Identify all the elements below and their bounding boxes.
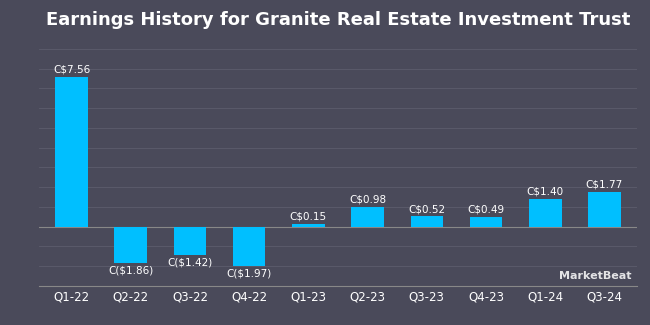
Text: C($1.97): C($1.97) — [227, 268, 272, 278]
Bar — [351, 207, 384, 227]
Bar — [411, 216, 443, 227]
Text: C$0.98: C$0.98 — [349, 195, 386, 205]
Text: C$0.15: C$0.15 — [290, 211, 327, 221]
Text: C$0.52: C$0.52 — [408, 204, 445, 214]
Text: C$7.56: C$7.56 — [53, 65, 90, 75]
Bar — [470, 217, 502, 227]
Bar — [55, 77, 88, 227]
Title: Earnings History for Granite Real Estate Investment Trust: Earnings History for Granite Real Estate… — [46, 11, 630, 29]
Text: C$0.49: C$0.49 — [467, 205, 504, 215]
Text: MarketBeat: MarketBeat — [558, 271, 631, 281]
Bar — [292, 224, 325, 227]
Text: C$1.40: C$1.40 — [526, 187, 564, 197]
Text: C($1.42): C($1.42) — [167, 257, 213, 267]
Bar — [529, 199, 562, 227]
Text: C$1.77: C$1.77 — [586, 179, 623, 189]
Bar — [174, 227, 206, 255]
Bar — [233, 227, 265, 266]
Bar — [588, 192, 621, 227]
Text: C($1.86): C($1.86) — [108, 266, 153, 276]
Bar — [114, 227, 147, 264]
